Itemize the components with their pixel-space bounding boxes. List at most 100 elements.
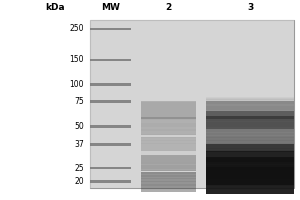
Text: 37: 37 — [74, 140, 84, 149]
Bar — [141, 142, 196, 144]
Bar — [141, 115, 196, 117]
Bar — [206, 105, 294, 107]
Bar — [141, 102, 196, 103]
Bar — [206, 115, 294, 117]
Bar — [141, 184, 196, 186]
Bar — [90, 20, 294, 188]
Bar — [206, 177, 294, 180]
Bar — [206, 145, 294, 147]
Bar — [206, 160, 294, 162]
Bar — [206, 109, 294, 111]
Bar — [206, 184, 294, 186]
Bar — [206, 112, 294, 114]
Bar — [206, 167, 294, 169]
Bar — [206, 144, 294, 162]
Bar — [206, 175, 294, 177]
Bar — [206, 147, 294, 149]
Bar — [206, 108, 294, 110]
Text: 75: 75 — [74, 97, 84, 106]
Bar — [141, 170, 196, 171]
Bar — [206, 151, 294, 171]
Bar — [206, 137, 294, 139]
Bar — [206, 131, 294, 134]
Bar — [141, 133, 196, 135]
Bar — [90, 125, 131, 128]
Text: 50: 50 — [74, 122, 84, 131]
Bar — [206, 97, 294, 100]
Bar — [141, 165, 196, 167]
Bar — [141, 117, 196, 135]
Bar — [141, 129, 196, 131]
Bar — [90, 59, 131, 61]
Bar — [141, 147, 196, 149]
Text: 20: 20 — [74, 177, 84, 186]
Bar — [206, 157, 294, 179]
Bar — [141, 154, 196, 156]
Bar — [206, 118, 294, 120]
Bar — [206, 142, 294, 144]
Text: MW: MW — [101, 3, 120, 12]
Bar — [141, 150, 196, 152]
Text: 150: 150 — [70, 55, 84, 64]
Bar — [141, 126, 196, 128]
Bar — [206, 102, 294, 104]
Bar — [206, 156, 294, 158]
Bar — [206, 158, 294, 160]
Bar — [141, 145, 196, 147]
Bar — [90, 180, 131, 183]
Bar — [206, 101, 294, 104]
Bar — [141, 110, 196, 112]
Bar — [206, 99, 294, 101]
Bar — [206, 180, 294, 183]
Bar — [206, 152, 294, 154]
Bar — [206, 128, 294, 130]
Bar — [206, 100, 294, 102]
Bar — [141, 113, 196, 115]
Bar — [206, 130, 294, 132]
Bar — [206, 169, 294, 172]
Bar — [206, 106, 294, 109]
Bar — [206, 101, 294, 119]
Bar — [206, 117, 294, 119]
Bar — [206, 133, 294, 135]
Bar — [206, 129, 294, 131]
Bar — [206, 150, 294, 152]
Bar — [141, 128, 196, 130]
Bar — [141, 130, 196, 132]
Bar — [90, 83, 131, 86]
Bar — [141, 122, 196, 124]
Bar — [90, 100, 131, 103]
Bar — [141, 162, 196, 164]
Bar — [141, 172, 196, 174]
Bar — [141, 175, 196, 177]
Bar — [206, 101, 294, 103]
Bar — [206, 106, 294, 108]
Bar — [141, 158, 196, 160]
Bar — [141, 152, 196, 154]
Bar — [141, 137, 196, 151]
Text: 2: 2 — [165, 3, 172, 12]
Text: 250: 250 — [70, 24, 84, 33]
Bar — [141, 156, 196, 158]
Bar — [141, 108, 196, 110]
Bar — [90, 167, 131, 169]
Bar — [206, 116, 294, 118]
Bar — [141, 125, 196, 127]
Bar — [90, 143, 131, 146]
Bar — [206, 124, 294, 126]
Bar — [141, 108, 196, 109]
Bar — [141, 103, 196, 105]
Bar — [141, 140, 196, 142]
Bar — [141, 178, 196, 179]
Bar — [206, 110, 294, 112]
Bar — [206, 167, 294, 185]
Bar — [206, 172, 294, 174]
Bar — [206, 111, 294, 129]
Bar — [206, 165, 294, 167]
Bar — [206, 104, 294, 106]
Bar — [206, 126, 294, 128]
Bar — [141, 104, 196, 106]
Text: 3: 3 — [247, 3, 253, 12]
Bar — [206, 98, 294, 100]
Bar — [141, 143, 196, 145]
